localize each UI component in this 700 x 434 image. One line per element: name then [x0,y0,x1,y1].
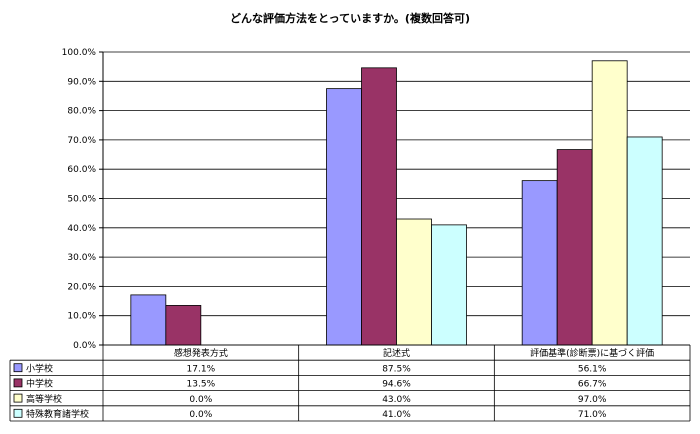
legend-label: 小学校 [26,362,53,374]
y-axis: 0.0% 10.0% 20.0% 30.0% 40.0% 50.0% 60.0% 70.0% 8… [62,48,104,351]
bar [326,88,362,346]
y-tick-label: 10.0% [67,312,96,322]
y-tick-label: 70.0% [67,136,96,146]
legend-label: 中学校 [26,378,53,390]
legend-swatch [13,408,23,418]
legend-swatch [13,393,23,403]
legend-swatch [13,363,23,373]
x-category-label: 評価基準(診断票)に基づく評価 [530,347,654,359]
y-tick-label: 30.0% [67,253,96,263]
bar [626,136,663,346]
data-label: 97.0% [578,395,607,405]
y-tick-label: 80.0% [67,107,96,117]
y-tick-label: 0.0% [73,341,96,351]
bar [591,60,628,346]
legend-label: 高等学校 [26,393,62,405]
data-label: 13.5% [187,380,216,390]
data-label: 41.0% [382,410,411,420]
data-label: 56.1% [578,364,607,374]
y-tick-label: 90.0% [67,77,96,87]
data-label: 87.5% [382,364,411,374]
bar [431,224,467,346]
data-label: 43.0% [382,395,411,405]
data-label: 17.1% [187,364,216,374]
data-label: 0.0% [189,395,212,405]
bar [556,149,593,346]
bar [165,305,202,346]
y-tick-label: 100.0% [62,48,97,58]
bar [521,180,558,346]
bar [130,294,167,346]
y-tick-label: 40.0% [67,224,96,234]
y-tick-label: 60.0% [67,165,96,175]
y-tick-label: 20.0% [67,282,96,292]
chart-title: どんな評価方法をとっていますか。(複数回答可) [230,11,470,25]
x-category-label: 感想発表方式 [174,347,228,359]
x-category-label: 記述式 [383,347,410,359]
bar [396,218,432,346]
data-label: 66.7% [578,380,607,390]
bar [361,67,397,346]
data-label: 71.0% [578,410,607,420]
y-tick-label: 50.0% [67,195,96,205]
bars [130,60,663,346]
legend-label: 特殊教育諸学校 [26,408,89,420]
data-label: 94.6% [382,380,411,390]
data-label: 0.0% [189,410,212,420]
legend-swatch [13,378,23,388]
